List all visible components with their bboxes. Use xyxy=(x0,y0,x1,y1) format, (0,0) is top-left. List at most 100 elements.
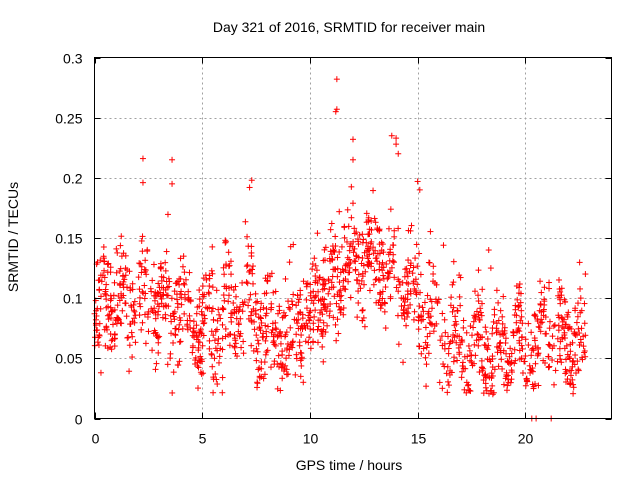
data-point xyxy=(176,314,183,321)
data-point xyxy=(491,306,498,313)
data-point xyxy=(511,360,518,367)
data-point xyxy=(152,329,159,336)
data-point xyxy=(417,271,424,278)
data-point xyxy=(497,307,504,314)
data-point xyxy=(430,328,437,335)
data-point xyxy=(198,371,205,378)
data-point xyxy=(555,327,562,334)
data-point xyxy=(169,389,176,396)
data-point xyxy=(247,312,254,319)
data-point xyxy=(279,361,286,368)
data-point xyxy=(114,249,121,256)
data-point xyxy=(506,353,513,360)
data-point xyxy=(337,306,344,313)
data-point xyxy=(196,287,203,294)
data-point xyxy=(333,76,340,83)
data-point xyxy=(516,347,523,354)
data-point xyxy=(422,354,429,361)
data-point xyxy=(561,329,568,336)
data-point xyxy=(129,280,136,287)
data-point xyxy=(275,310,282,317)
data-point xyxy=(250,347,257,354)
data-point xyxy=(319,286,326,293)
data-point xyxy=(176,358,183,365)
data-point xyxy=(246,296,253,303)
data-point xyxy=(460,317,467,324)
data-point xyxy=(511,346,518,353)
data-point xyxy=(180,253,187,260)
data-point xyxy=(439,310,446,317)
data-point xyxy=(118,233,125,240)
data-point xyxy=(495,327,502,334)
data-point xyxy=(374,225,381,232)
data-point xyxy=(405,310,412,317)
data-point xyxy=(414,178,421,185)
data-point xyxy=(208,351,215,358)
data-point xyxy=(424,292,431,299)
data-point xyxy=(299,315,306,322)
data-point xyxy=(334,254,341,261)
data-point xyxy=(295,296,302,303)
data-point xyxy=(208,308,215,315)
data-point xyxy=(512,357,519,364)
data-point xyxy=(139,288,146,295)
data-point xyxy=(468,332,475,339)
data-point xyxy=(129,354,136,361)
data-point xyxy=(235,328,242,335)
data-point xyxy=(138,269,145,276)
data-point xyxy=(151,297,158,304)
data-point xyxy=(122,300,129,307)
data-point xyxy=(416,250,423,257)
data-point xyxy=(257,306,264,313)
data-point xyxy=(351,230,358,237)
data-point xyxy=(96,331,103,338)
data-point xyxy=(246,268,253,275)
data-point xyxy=(191,334,198,341)
data-point xyxy=(254,384,261,391)
data-point xyxy=(534,317,541,324)
data-point xyxy=(561,345,568,352)
data-point xyxy=(141,295,148,302)
data-point xyxy=(390,242,397,249)
data-point xyxy=(316,276,323,283)
data-point xyxy=(149,307,156,314)
data-point xyxy=(409,270,416,277)
data-point xyxy=(293,351,300,358)
data-point xyxy=(366,259,373,266)
data-point xyxy=(380,249,387,256)
data-point xyxy=(523,378,530,385)
data-point xyxy=(425,350,432,357)
data-point xyxy=(393,141,400,148)
data-point xyxy=(313,267,320,274)
data-point xyxy=(236,333,243,340)
data-point xyxy=(107,264,114,271)
data-point xyxy=(231,335,238,342)
data-point xyxy=(176,281,183,288)
data-point xyxy=(329,273,336,280)
data-point xyxy=(414,281,421,288)
data-point xyxy=(449,281,456,288)
data-point xyxy=(123,313,130,320)
data-point xyxy=(199,299,206,306)
data-point xyxy=(210,389,217,396)
data-point xyxy=(403,269,410,276)
data-point xyxy=(195,385,202,392)
data-point xyxy=(578,307,585,314)
data-point xyxy=(254,337,261,344)
data-point xyxy=(549,333,556,340)
data-point xyxy=(562,321,569,328)
data-point xyxy=(314,230,321,237)
data-point xyxy=(477,305,484,312)
data-point xyxy=(286,306,293,313)
data-point xyxy=(449,337,456,344)
data-point xyxy=(252,299,259,306)
y-tick-label: 0.3 xyxy=(63,51,83,67)
data-point xyxy=(540,312,547,319)
data-point xyxy=(348,183,355,190)
data-point xyxy=(165,303,172,310)
data-point xyxy=(452,318,459,325)
data-point xyxy=(390,258,397,265)
data-point xyxy=(210,332,217,339)
data-point xyxy=(189,349,196,356)
data-point xyxy=(240,350,247,357)
